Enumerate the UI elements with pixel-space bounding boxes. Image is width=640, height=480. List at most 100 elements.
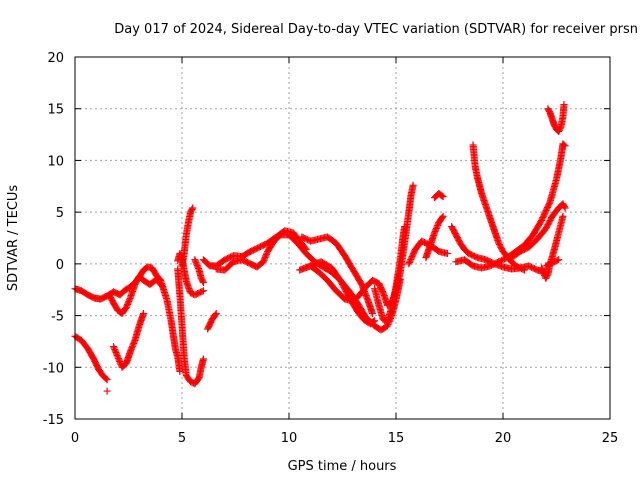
data-point: [262, 250, 270, 258]
series-arc-4: [110, 310, 147, 371]
data-point: [127, 345, 135, 353]
data-point: [520, 266, 528, 274]
data-point: [260, 256, 268, 264]
data-point: [111, 346, 119, 354]
series-arc-1: [71, 332, 111, 384]
data-point: [199, 287, 207, 295]
series-arc-18: [422, 212, 447, 262]
data-point: [127, 347, 135, 355]
data-point: [545, 199, 553, 207]
data-point: [189, 204, 197, 212]
data-point: [125, 296, 133, 304]
series-arc-9: [191, 256, 207, 286]
data-point: [111, 347, 119, 355]
data-point: [116, 357, 124, 365]
y-tick-label: 20: [47, 51, 64, 66]
series-arc-16: [371, 223, 409, 326]
data-point: [555, 256, 563, 264]
series-arc-21: [452, 140, 569, 272]
data-point: [193, 260, 201, 268]
data-point: [368, 310, 376, 318]
x-tick-label: 15: [388, 431, 405, 446]
data-point: [560, 141, 568, 149]
axis-ticks: 0 5 10 15 20 25 -15 -10 -5 0 5 10 15 20: [43, 51, 619, 446]
data-point: [113, 350, 121, 358]
x-axis-label: GPS time / hours: [288, 459, 397, 474]
data-point: [193, 262, 201, 270]
data-point: [110, 344, 118, 352]
data-point: [124, 300, 132, 308]
y-tick-label: 10: [47, 154, 64, 169]
data-point: [409, 181, 417, 189]
data-point: [538, 265, 546, 273]
data-point: [102, 375, 110, 383]
data-point: [401, 223, 409, 231]
series-arc-13: [298, 233, 376, 318]
data-point: [438, 192, 446, 200]
series-arc-19: [431, 190, 447, 202]
data-point: [191, 256, 199, 264]
data-point: [199, 278, 207, 286]
data-point: [432, 226, 440, 234]
data-point: [261, 255, 269, 263]
series-arc-26: [542, 256, 563, 270]
data-point: [371, 317, 379, 325]
y-tick-label: -5: [51, 310, 64, 325]
series-arc-1b: [103, 387, 111, 395]
data-point: [561, 142, 569, 150]
data-point: [439, 212, 447, 220]
data-point: [519, 265, 527, 273]
data-point: [561, 204, 569, 212]
data-point: [199, 277, 207, 285]
y-tick-label: 15: [47, 103, 64, 118]
grid-lines: [75, 57, 610, 419]
data-point: [439, 193, 447, 201]
data-point: [128, 342, 136, 350]
x-tick-label: 10: [281, 431, 298, 446]
data-point: [431, 227, 439, 235]
data-point: [261, 253, 269, 261]
y-tick-label: -15: [43, 413, 64, 428]
x-tick-label: 25: [602, 431, 619, 446]
data-point: [559, 212, 567, 220]
series-arc-25: [544, 101, 568, 135]
data-point: [433, 223, 441, 231]
data-point: [130, 339, 138, 347]
data-point: [434, 221, 442, 229]
data-point: [128, 344, 136, 352]
data-point: [438, 214, 446, 222]
y-tick-label: 5: [56, 206, 64, 221]
series-arc-5: [157, 276, 184, 375]
x-tick-label: 20: [495, 431, 512, 446]
data-point: [191, 257, 199, 265]
data-point: [122, 303, 130, 311]
data-point: [112, 349, 120, 357]
data-point: [113, 351, 121, 359]
data-point: [110, 343, 118, 351]
series-arc-8: [178, 204, 197, 270]
data-point: [262, 252, 270, 260]
y-tick-label: -10: [43, 361, 64, 376]
data-point: [125, 297, 133, 305]
data-point: [443, 250, 451, 258]
data-point: [538, 264, 546, 272]
x-tick-label: 0: [71, 431, 79, 446]
data-point: [560, 203, 568, 211]
data-series: [71, 101, 569, 395]
data-point: [553, 256, 561, 264]
series-arc-22: [469, 141, 528, 274]
x-tick-label: 5: [178, 431, 186, 446]
data-point: [198, 287, 206, 295]
data-point: [560, 101, 568, 109]
data-point: [129, 341, 137, 349]
chart-title: Day 017 of 2024, Sidereal Day-to-day VTE…: [114, 22, 638, 37]
data-point: [192, 259, 200, 267]
data-point: [188, 205, 196, 213]
data-point: [211, 311, 219, 319]
series-arc-10: [204, 310, 220, 333]
y-axis-label: SDTVAR / TECUs: [6, 185, 21, 292]
data-point: [431, 229, 439, 237]
series-arc-6: [174, 265, 207, 388]
plot-frame: [74, 56, 611, 420]
